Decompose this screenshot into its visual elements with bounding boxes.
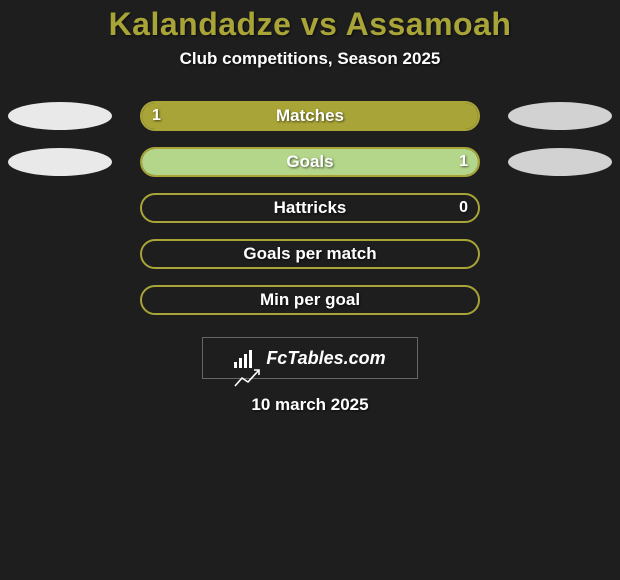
stat-value-left: 1 [152, 103, 161, 129]
player-right-marker [508, 102, 612, 130]
stat-row: Min per goal [0, 277, 620, 323]
stat-value-right: 0 [459, 195, 468, 221]
brand-bars-icon [234, 348, 260, 368]
stat-row: Goals per match [0, 231, 620, 277]
stat-row: 1Goals [0, 139, 620, 185]
brand-trend-icon [234, 368, 260, 388]
brand-text: FcTables.com [266, 348, 385, 369]
stat-row: 0Hattricks [0, 185, 620, 231]
stat-label: Hattricks [142, 195, 478, 221]
comparison-card: Kalandadze vs Assamoah Club competitions… [0, 0, 620, 580]
stat-label: Goals per match [142, 241, 478, 267]
stat-bar: 0Hattricks [140, 193, 480, 223]
page-subtitle: Club competitions, Season 2025 [0, 49, 620, 69]
stat-bar: Min per goal [140, 285, 480, 315]
stat-bar: Goals per match [140, 239, 480, 269]
stat-bar-fill-right [142, 149, 478, 175]
player-left-marker [8, 102, 112, 130]
stat-label: Min per goal [142, 287, 478, 313]
player-left-marker [8, 148, 112, 176]
stat-row: 1Matches [0, 93, 620, 139]
stat-value-right: 1 [459, 149, 468, 175]
brand-badge[interactable]: FcTables.com [202, 337, 418, 379]
stat-bar-fill-left [142, 103, 478, 129]
footer-date: 10 march 2025 [0, 395, 620, 415]
stat-bar: 1Matches [140, 101, 480, 131]
comparison-bars: 1Matches 1Goals 0Hattricks Goals per match M… [0, 93, 620, 323]
stat-bar: 1Goals [140, 147, 480, 177]
page-title: Kalandadze vs Assamoah [0, 6, 620, 43]
player-right-marker [508, 148, 612, 176]
